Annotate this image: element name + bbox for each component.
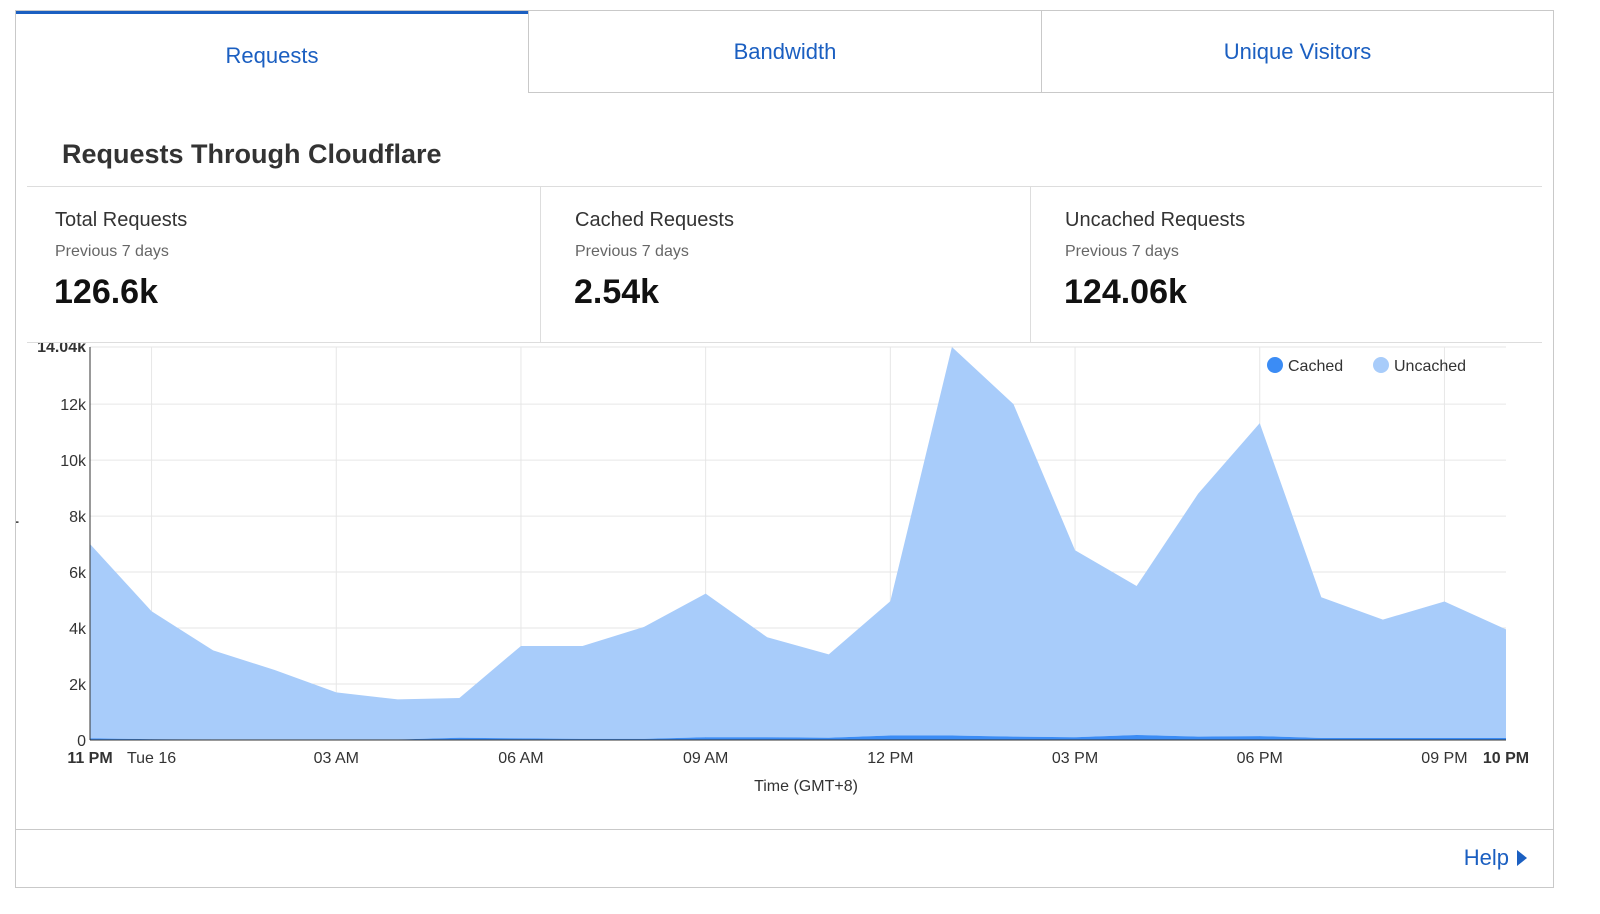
x-tick-label: Tue 16 [127, 750, 176, 767]
series-area-uncached [90, 347, 1506, 740]
y-tick-label: 8k [69, 509, 87, 526]
divider [27, 342, 1542, 343]
y-tick-label: 6k [69, 565, 87, 582]
legend-swatch-cached [1267, 357, 1283, 373]
x-tick-label: 03 PM [1052, 750, 1098, 767]
footer-divider [16, 829, 1553, 830]
stat-period: Previous 7 days [575, 243, 689, 260]
y-axis-title: Number of Requests [16, 482, 19, 629]
help-link[interactable]: Help [1464, 845, 1527, 871]
y-tick-label: 12k [60, 397, 87, 414]
stat-total-requests: Total Requests Previous 7 days 126.6k [21, 187, 540, 342]
x-tick-label: 09 AM [683, 750, 728, 767]
y-tick-label: 2k [69, 677, 87, 694]
tab-unique-visitors[interactable]: Unique Visitors [1041, 11, 1553, 93]
stat-label: Uncached Requests [1065, 209, 1246, 231]
x-tick-label: 06 PM [1237, 750, 1283, 767]
stat-label: Cached Requests [575, 209, 734, 231]
x-tick-label: 10 PM [1483, 750, 1529, 767]
y-tick-label: 4k [69, 621, 87, 638]
tab-requests-label: Requests [225, 42, 319, 68]
tab-requests[interactable]: Requests [16, 11, 528, 93]
requests-area-chart: 0 2k 4k 6k 8k 10k 12k 14.04k 11 PM Tue 16 03 AM 06 … [16, 343, 1529, 795]
stat-label: Total Requests [55, 209, 188, 231]
caret-right-icon [1517, 850, 1527, 866]
tab-unique-visitors-label: Unique Visitors [1223, 38, 1372, 64]
stat-uncached-requests: Uncached Requests Previous 7 days 124.06… [1030, 187, 1542, 342]
x-axis-title: Time (GMT+8) [754, 778, 858, 795]
stat-value: 124.06k [1064, 273, 1187, 311]
legend-label-cached: Cached [1288, 358, 1343, 375]
stat-period: Previous 7 days [55, 243, 169, 260]
legend-label-uncached: Uncached [1394, 358, 1466, 375]
divider [27, 186, 1542, 187]
x-tick-label: 12 PM [867, 750, 913, 767]
legend-swatch-uncached [1373, 357, 1389, 373]
series-area-cached [90, 734, 1506, 740]
tab-bandwidth-label: Bandwidth [733, 38, 837, 64]
x-tick-label: 11 PM [67, 750, 112, 767]
x-tick-label: 06 AM [498, 750, 543, 767]
stat-cached-requests: Cached Requests Previous 7 days 2.54k [540, 187, 1030, 342]
requests-panel: Requests Bandwidth Unique Visitors Reque… [15, 10, 1554, 888]
tab-bandwidth[interactable]: Bandwidth [528, 11, 1041, 93]
stat-period: Previous 7 days [1065, 243, 1179, 260]
stat-value: 126.6k [54, 273, 158, 311]
y-tick-label: 14.04k [37, 343, 86, 356]
x-tick-label: 03 AM [314, 750, 359, 767]
help-label: Help [1463, 845, 1509, 870]
x-tick-label: 09 PM [1421, 750, 1467, 767]
stat-value: 2.54k [574, 273, 660, 311]
tab-bar: Requests Bandwidth Unique Visitors [16, 11, 1553, 93]
y-tick-label: 10k [60, 453, 87, 470]
y-tick-label: 0 [77, 733, 86, 750]
section-title: Requests Through Cloudflare [62, 139, 442, 169]
